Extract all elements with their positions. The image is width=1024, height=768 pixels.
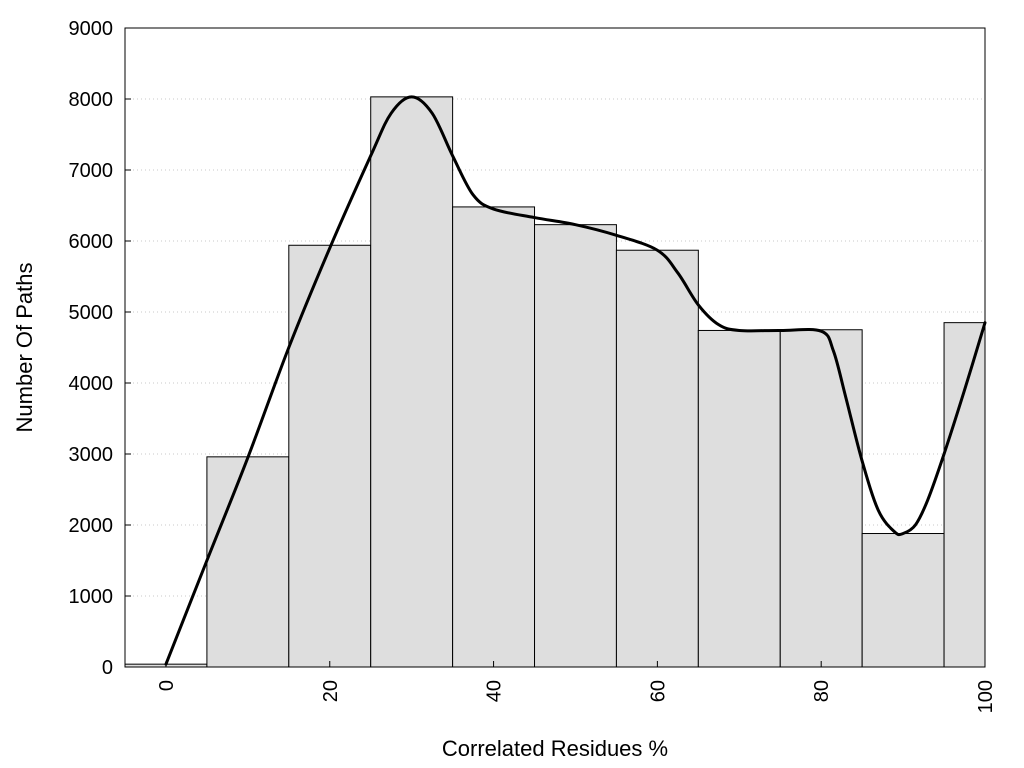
y-axis-ticks: 0 1000 2000 3000 4000 5000 6000 7000 8000 9000	[69, 18, 131, 679]
x-tick-label: 20	[320, 680, 342, 702]
y-tick-label: 2000	[69, 515, 114, 537]
plot-frame	[124, 27, 986, 668]
histogram-bar	[452, 206, 536, 668]
y-tick-label: 3000	[69, 444, 114, 466]
y-tick-label: 6000	[69, 231, 114, 253]
trend-curve-group	[164, 95, 987, 666]
histogram-bar	[861, 533, 945, 668]
histogram-bar	[288, 244, 372, 668]
histogram-bar	[206, 456, 290, 668]
y-tick-label: 8000	[69, 89, 114, 111]
y-tick-label: 9000	[69, 18, 114, 40]
histogram-bar	[697, 329, 781, 668]
y-axis-title: Number Of Paths	[12, 263, 37, 433]
x-tick-label: 40	[484, 680, 506, 702]
y-tick-label: 5000	[69, 302, 114, 324]
x-tick-label: 100	[975, 680, 997, 713]
histogram-bar	[534, 224, 617, 668]
y-tick-label: 7000	[69, 160, 114, 182]
x-axis-title: Correlated Residues %	[442, 736, 668, 761]
histogram-bar	[779, 329, 863, 668]
histogram-bar	[943, 322, 986, 668]
histogram-bar	[615, 249, 699, 668]
trend-curve	[164, 95, 987, 666]
y-tick-label: 1000	[69, 586, 114, 608]
y-tick-label: 4000	[69, 373, 114, 395]
x-tick-label: 60	[647, 680, 669, 702]
x-tick-label: 0	[156, 680, 178, 691]
x-axis-ticks: 0 20 40 60 80 100	[156, 661, 997, 713]
histogram-bar	[370, 96, 454, 668]
histogram-bars	[124, 96, 986, 668]
y-tick-label: 0	[102, 657, 113, 679]
x-tick-label: 80	[811, 680, 833, 702]
